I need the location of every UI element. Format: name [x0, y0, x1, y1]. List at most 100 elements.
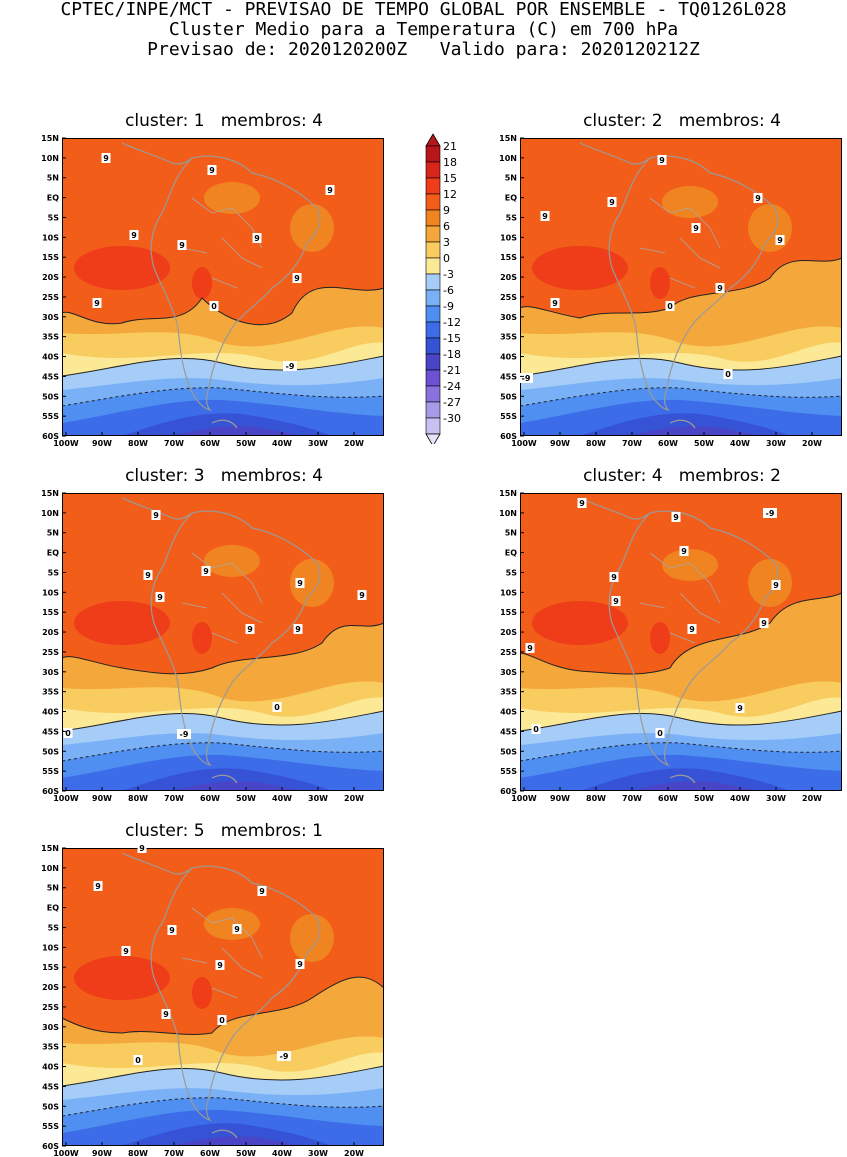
contour-label: 9: [157, 593, 163, 602]
lon-tick-label: 100W: [511, 794, 537, 803]
contour-label: 0: [533, 725, 539, 734]
lat-tick-label: EQ: [47, 194, 59, 203]
contour-label: 9: [123, 947, 129, 956]
lat-tick-label: 5S: [506, 213, 518, 222]
lat-tick-label: 50S: [500, 392, 517, 401]
contour-label: 9: [209, 166, 215, 175]
contour-label: 9: [254, 234, 260, 243]
contour-label: 9: [259, 887, 265, 896]
lat-tick-label: 45S: [500, 727, 517, 736]
contour-label: 9: [359, 591, 365, 600]
temperature-map-panel-2: 9 9 9 9 9 9 9 9 0 0 -9 15N 10N 5N EQ 5S 10S 15S 20S 25S 30S 3…: [499, 134, 843, 448]
lat-tick-label: 15S: [42, 253, 59, 262]
lat-tick-label: 20S: [500, 628, 517, 637]
contour-label: 9: [327, 186, 333, 195]
lon-tick-label: 100W: [53, 439, 79, 448]
colorbar-swatch: [425, 241, 441, 259]
lon-tick-label: 70W: [622, 439, 642, 448]
lat-tick-label: 25S: [42, 1003, 59, 1012]
colorbar-swatch: [425, 337, 441, 355]
contour-label: 0: [219, 1016, 225, 1025]
contour-label: 9: [94, 299, 100, 308]
lat-tick-label: 35S: [500, 333, 517, 342]
contour-label: 0: [657, 729, 663, 738]
colorbar-label: -24: [443, 380, 461, 393]
lat-tick-label: 50S: [42, 392, 59, 401]
temperature-map-panel-3: 9 9 9 9 9 9 9 9 0 0 -9 15N 10N 5N EQ 5S 10S 15S 20S 25S 30S 3…: [41, 489, 385, 803]
lon-tick-label: 90W: [92, 794, 112, 803]
lat-tick-label: 5N: [47, 884, 59, 893]
south-america-outline: [608, 510, 779, 767]
contour-label: 9: [773, 581, 779, 590]
lat-tick-label: 15S: [42, 608, 59, 617]
lon-tick-label: 90W: [550, 794, 570, 803]
contour-label: 9: [297, 960, 303, 969]
contour-label: 9: [527, 644, 533, 653]
lat-tick-label: 10N: [41, 154, 59, 163]
lon-tick-label: 70W: [164, 794, 184, 803]
lat-tick-label: 40S: [42, 353, 59, 362]
lat-tick-label: 10S: [42, 588, 59, 597]
south-america-outline: [150, 865, 321, 1122]
temperature-map-panel-1: 9 9 9 9 9 9 9 9 0 -9 15N 10N 5N EQ 5S 10S 15S 20S 25S 30S 35…: [41, 134, 385, 448]
colorbar-swatch: [425, 401, 441, 419]
lat-tick-label: 60S: [500, 787, 517, 796]
colorbar-label: 9: [443, 204, 450, 217]
lat-tick-label: 55S: [42, 767, 59, 776]
colorbar-swatch: [425, 209, 441, 227]
lat-tick-label: 30S: [42, 668, 59, 677]
lon-tick-label: 40W: [272, 1149, 292, 1157]
lon-tick-label: 50W: [236, 1149, 256, 1157]
lon-tick-label: 60W: [200, 794, 220, 803]
lat-tick-label: 55S: [42, 412, 59, 421]
contour-label: 9: [659, 156, 665, 165]
lon-tick-label: 70W: [164, 439, 184, 448]
contour-label: 9: [131, 231, 137, 240]
lat-tick-label: EQ: [47, 904, 59, 913]
lon-tick-label: 30W: [308, 1149, 328, 1157]
lon-tick-label: 80W: [128, 439, 148, 448]
colorbar-label: -15: [443, 332, 461, 345]
contour-label: 9: [247, 625, 253, 634]
lat-tick-label: 55S: [500, 767, 517, 776]
colorbar-swatch: [425, 289, 441, 307]
lat-tick-label: 35S: [42, 333, 59, 342]
panel-3-title: cluster: 3 membros: 4: [125, 466, 323, 486]
lat-tick-label: 60S: [42, 787, 59, 796]
temperature-map-panel-5: 9 9 9 9 9 9 9 9 9 0 0 -9 15N 10N 5N EQ 5S 10S 15S 20S 25S 30S…: [41, 843, 385, 1157]
lat-tick-label: 5S: [506, 568, 518, 577]
panel-2-title: cluster: 2 membros: 4: [583, 111, 781, 131]
lat-tick-label: 5N: [47, 529, 59, 538]
contour-label: 9: [693, 224, 699, 233]
contour-label: 9: [179, 241, 185, 250]
lat-tick-label: 20S: [42, 628, 59, 637]
lon-tick-label: 90W: [92, 1149, 112, 1157]
lat-tick-label: EQ: [505, 549, 517, 558]
contour-label: 9: [673, 513, 679, 522]
lon-tick-label: 40W: [730, 794, 750, 803]
lat-tick-label: 10N: [41, 509, 59, 518]
colorbar-swatch: [425, 273, 441, 291]
contour-label: 9: [689, 625, 695, 634]
colorbar-swatch: [425, 321, 441, 339]
lat-tick-label: 15S: [500, 608, 517, 617]
colorbar-swatch: [425, 369, 441, 387]
lon-tick-label: 50W: [694, 794, 714, 803]
lat-tick-label: 10N: [499, 509, 517, 518]
lon-tick-label: 80W: [586, 439, 606, 448]
lat-tick-label: 10N: [499, 154, 517, 163]
lat-tick-label: 50S: [500, 747, 517, 756]
lon-tick-label: 100W: [53, 794, 79, 803]
lon-tick-label: 100W: [511, 439, 537, 448]
lat-tick-label: 25S: [500, 293, 517, 302]
contour-label: 0: [65, 729, 71, 738]
colorbar-swatch: [425, 257, 441, 275]
contour-label: 9: [737, 704, 743, 713]
contour-label: 0: [667, 302, 673, 311]
contour-label: 9: [95, 882, 101, 891]
lat-tick-label: 20S: [42, 983, 59, 992]
contour-label: 9: [217, 961, 223, 970]
south-america-outline: [150, 155, 321, 412]
lon-tick-label: 60W: [658, 439, 678, 448]
lat-tick-label: 30S: [42, 1023, 59, 1032]
